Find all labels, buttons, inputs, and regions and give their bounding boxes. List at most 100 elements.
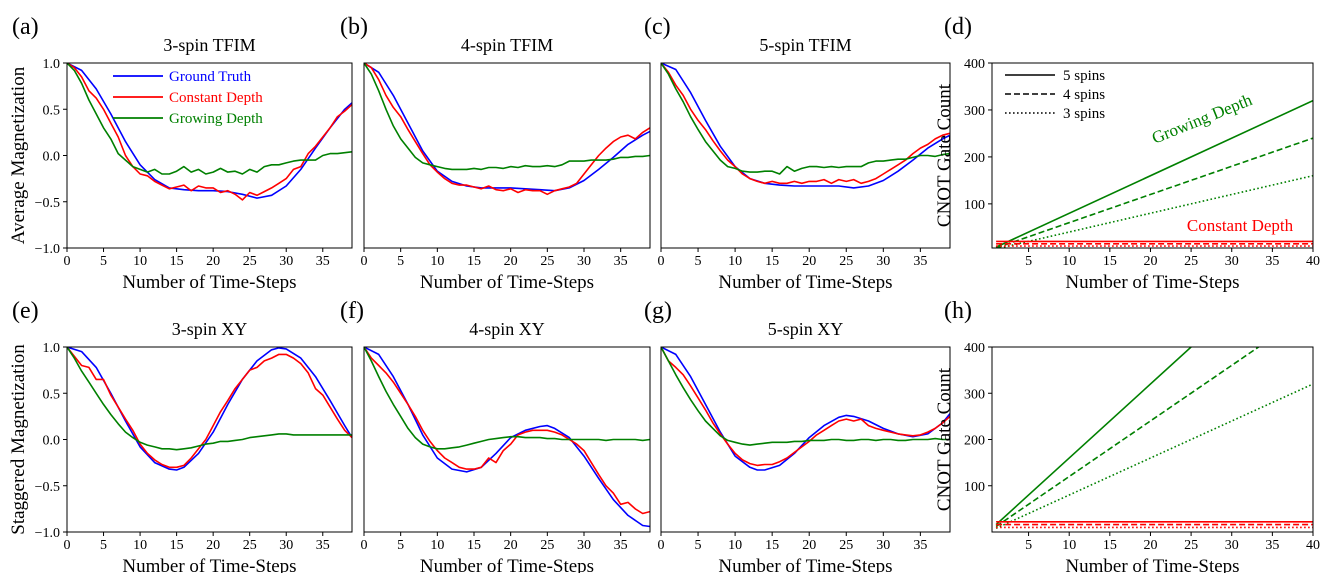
panel-f: (f) 4-spin XY 0 5 10 15 20 25 30 35 Number of Time… [340,298,651,573]
x-tick-label: 35 [614,538,628,553]
legend-label: Constant Depth [169,90,263,106]
series-line [661,347,950,446]
x-axis-label: Number of Time-Steps [718,272,892,293]
y-tick-label: −1.0 [35,242,60,257]
x-tick-label: 25 [1184,538,1198,553]
x-tick-label: 35 [913,538,927,553]
panel-c: (c) 5-spin TFIM 0 5 10 15 20 25 30 35 Number of Ti… [644,14,951,293]
x-axis-label: Number of Time-Steps [122,272,296,293]
series-line [661,63,950,175]
series-group [661,347,950,471]
x-tick-label: 25 [243,254,257,269]
plot-frame [363,62,651,249]
y-axis-label: CNOT Gate Count [934,367,955,511]
panel-letter: (g) [644,298,672,324]
x-tick-label: 0 [658,254,665,269]
series-line [995,347,1260,528]
x-tick-label: 15 [170,538,184,553]
series-group [995,99,1313,248]
x-tick-label: 20 [802,254,816,269]
panel-letter: (a) [12,14,39,40]
panel-d: (d) 5 10 15 20 25 30 35 40 100 200 300 400 Number of … [934,14,1320,293]
plot-frame [660,62,951,249]
x-tick-label: 10 [133,254,147,269]
legend-label: 4 spins [1063,87,1105,103]
series-line [67,63,352,199]
series-line [364,347,650,528]
y-tick-label: 200 [964,151,985,166]
x-tick-label: 25 [540,538,554,553]
panel-e: (e) 3-spin XY 0 5 10 15 20 25 30 35 −1.0 −0.5 0.0 0.5… [8,298,353,573]
x-tick-label: 10 [430,538,444,553]
y-tick-label: −1.0 [35,526,60,541]
y-tick-label: 0.5 [43,103,61,118]
x-tick-label: 20 [802,538,816,553]
y-tick-label: 1.0 [43,341,61,356]
series-line [995,99,1313,248]
x-tick-label: 5 [100,254,107,269]
y-tick-label: 300 [964,104,985,119]
y-tick-label: 0.0 [43,150,61,165]
x-tick-label: 15 [765,538,779,553]
y-tick-label: 100 [964,198,985,213]
series-group [364,347,650,528]
x-tick-label: 15 [467,254,481,269]
x-tick-label: 30 [279,254,293,269]
y-tick-label: 300 [964,387,985,402]
x-tick-label: 15 [765,254,779,269]
x-tick-label: 40 [1306,538,1320,553]
series-group [364,63,650,196]
x-tick-label: 35 [316,254,330,269]
x-tick-label: 40 [1306,254,1320,269]
x-tick-label: 35 [316,538,330,553]
x-tick-label: 30 [577,254,591,269]
panel-g: (g) 5-spin XY 0 5 10 15 20 25 30 35 Number of Time… [644,298,951,573]
x-tick-label: 25 [1184,254,1198,269]
series-line [661,63,950,189]
x-tick-label: 0 [658,538,665,553]
series-line [996,174,1313,248]
x-tick-label: 20 [206,538,220,553]
y-tick-label: 0.0 [43,434,61,449]
x-tick-label: 30 [1225,538,1239,553]
series-line [364,347,650,450]
x-tick-label: 25 [540,254,554,269]
x-tick-label: 0 [361,538,368,553]
panel-title: 4-spin TFIM [461,35,553,55]
plot-frame [991,62,1314,249]
plot-frame [991,346,1314,533]
series-line [661,347,950,467]
x-tick-label: 25 [243,538,257,553]
x-axis-label: Number of Time-Steps [718,556,892,573]
series-line [364,63,650,196]
panel-letter: (h) [944,298,972,324]
y-tick-label: 400 [964,341,985,356]
series-line [364,63,650,192]
legend-label: Ground Truth [169,69,252,85]
series-line [995,137,1313,248]
y-tick-label: −0.5 [35,196,60,211]
x-tick-label: 20 [1143,538,1157,553]
x-tick-label: 25 [839,254,853,269]
series-line [364,347,650,515]
x-tick-label: 20 [1143,254,1157,269]
panel-title: 4-spin XY [469,319,545,339]
y-axis-label: Average Magnetization [8,66,29,244]
x-tick-label: 15 [1103,254,1117,269]
x-tick-label: 5 [695,538,702,553]
panel-title: 5-spin XY [768,319,844,339]
series-line [67,63,352,175]
x-tick-label: 25 [839,538,853,553]
x-tick-label: 15 [467,538,481,553]
series-line [995,383,1313,530]
y-axis-label: Staggered Magnetization [8,344,29,535]
x-tick-label: 20 [504,538,518,553]
series-group [67,347,352,471]
legend-label: Growing Depth [169,111,263,127]
plot-frame [660,346,951,533]
y-tick-label: 400 [964,57,985,72]
x-axis-label: Number of Time-Steps [1065,272,1239,293]
y-tick-label: 1.0 [43,57,61,72]
panel-title: 5-spin TFIM [759,35,851,55]
